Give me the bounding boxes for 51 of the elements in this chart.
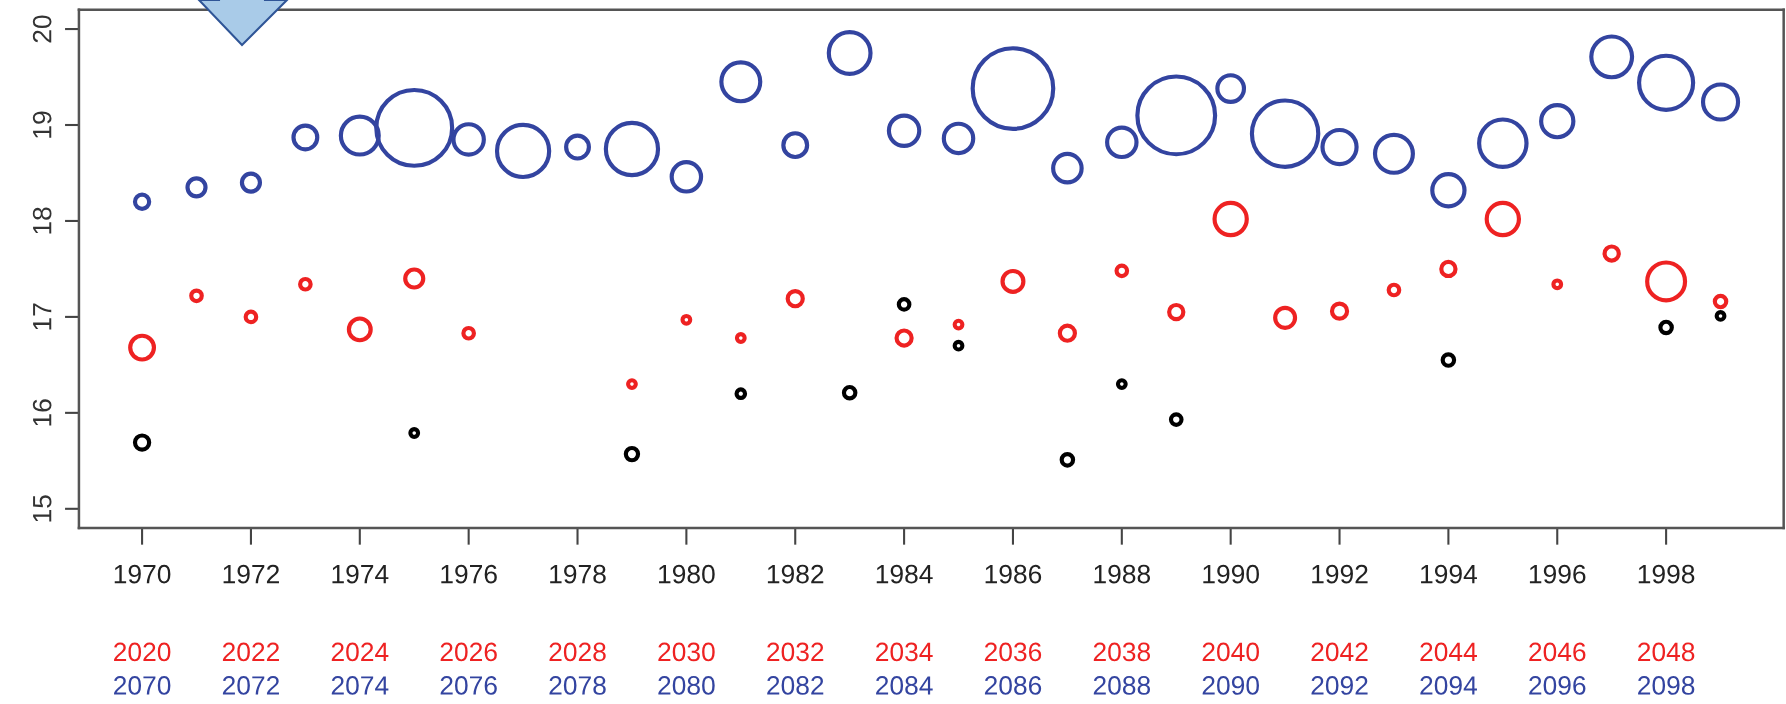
text: 2080 [658,676,715,695]
text: 2094 [1420,676,1477,695]
x2-tick-label: 2020 [114,642,171,662]
text: 2098 [1638,676,1695,695]
text: 2096 [1529,676,1586,695]
x2-tick-label: 2024 [331,642,389,662]
y-tick-label: 17 [33,303,52,330]
x-tick-label: 1970 [114,564,171,584]
text: 2088 [1093,676,1151,695]
text: 2090 [1202,676,1259,695]
x2-tick-label: 2030 [658,642,715,662]
text: 2072 [222,676,279,695]
y-tick-label: 18 [32,207,52,234]
x-tick-label: 1998 [1638,564,1695,584]
x-tick-label: 1986 [985,564,1042,584]
text: 2074 [331,676,389,695]
x-tick-label: 1990 [1203,564,1259,584]
x-tick-label: 1994 [1421,564,1477,584]
x2-tick-label: 2022 [222,642,279,662]
x2-tick-label: 2040 [1202,642,1259,662]
y-tick-label: 15 [33,495,52,522]
text: 2078 [549,676,606,695]
x2-tick-label: 2046 [1529,642,1586,662]
x2-tick-label: 2028 [549,642,606,662]
text: 2084 [876,676,933,695]
x2-tick-label: 2026 [440,642,497,662]
x-tick-label: 1974 [332,564,389,584]
x-tick-label: 1978 [550,564,606,584]
x-tick-label: 1972 [223,564,279,584]
text: 2092 [1311,676,1368,695]
x-tick-label: 1992 [1312,564,1368,584]
x2-tick-label: 2036 [984,642,1042,662]
x-tick-label: 1980 [659,564,715,584]
x-tick-label: 1996 [1529,564,1586,584]
text: 2086 [984,676,1042,695]
x2-tick-label: 2044 [1420,642,1477,662]
text: 2082 [767,676,824,695]
x-tick-label: 1976 [441,564,497,584]
text: 2070 [114,676,171,695]
x-tick-label: 1982 [767,564,824,584]
text: 2076 [440,676,497,695]
x-tick-label: 1988 [1094,564,1151,584]
x2-tick-label: 2032 [767,642,824,662]
x2-tick-label: 2038 [1093,642,1151,662]
y-tick-label: 20 [32,15,52,43]
x2-tick-label: 2034 [876,642,933,662]
x-tick-label: 1984 [876,564,933,584]
y-tick-label: 19 [32,111,52,138]
y-tick-label: 16 [32,399,52,426]
x2-tick-label: 2042 [1311,642,1368,662]
x2-tick-label: 2048 [1638,642,1695,662]
